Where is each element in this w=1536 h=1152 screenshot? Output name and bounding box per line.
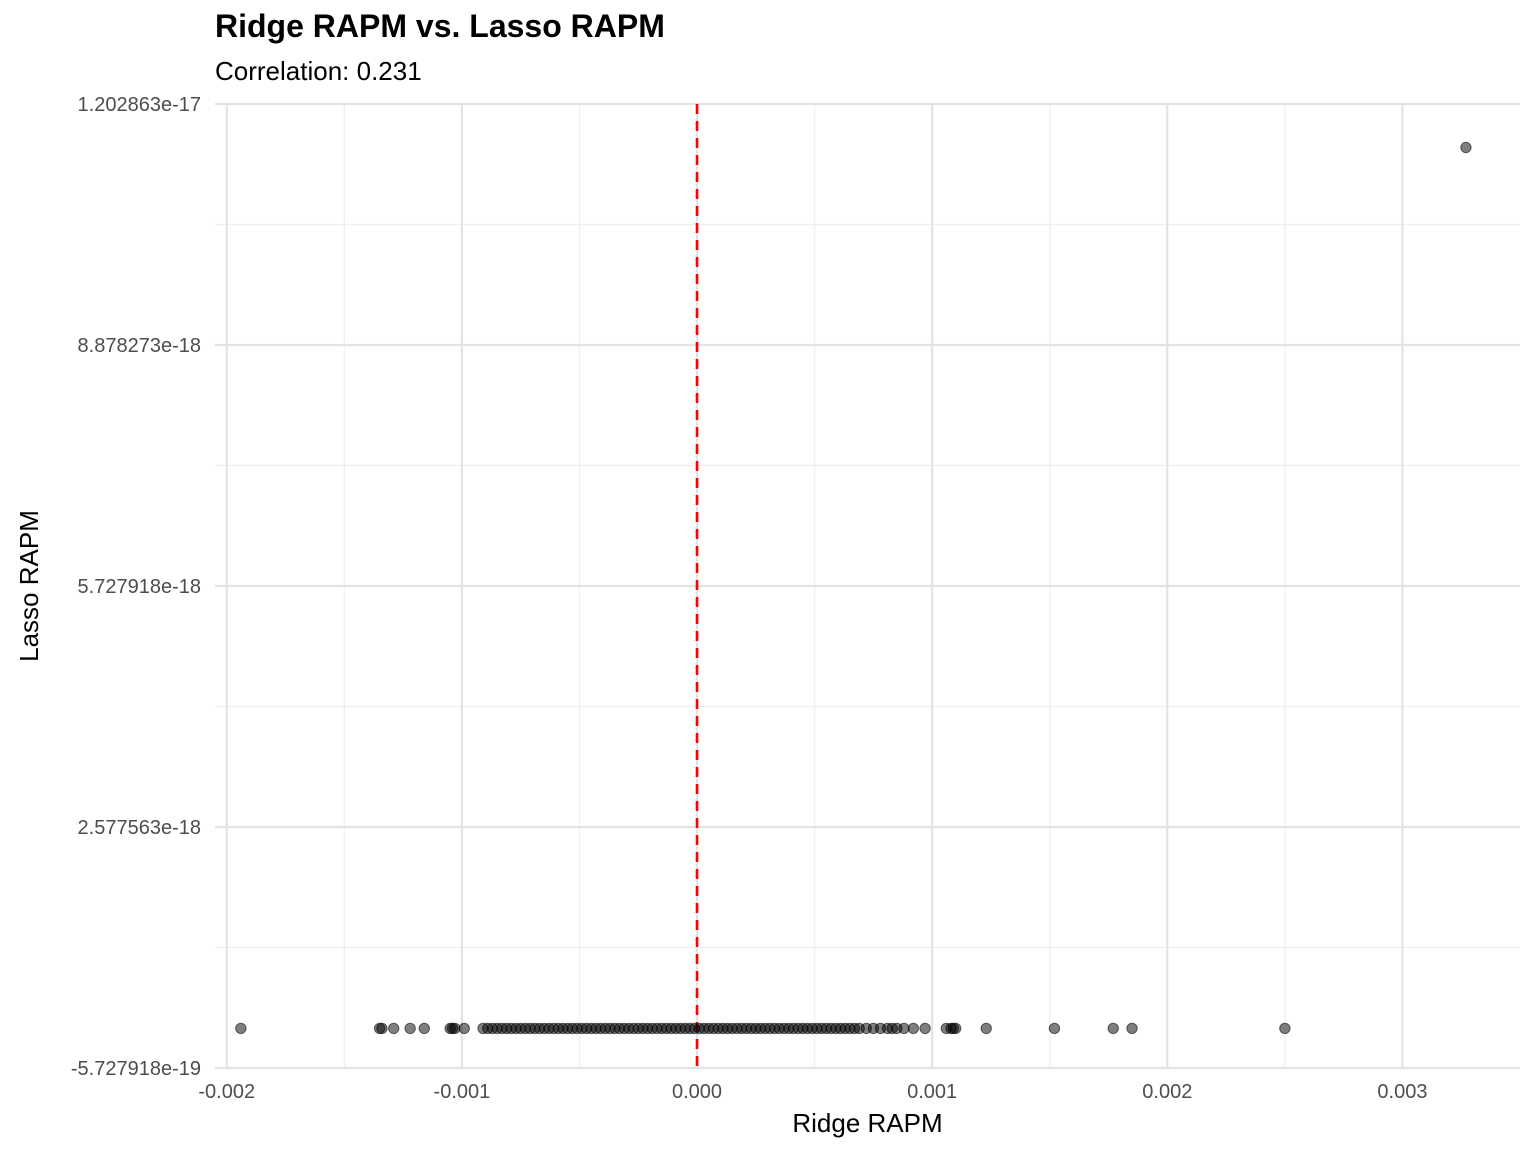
chart-title: Ridge RAPM vs. Lasso RAPM [215,8,665,44]
data-point [949,1022,962,1035]
x-tick-label: 0.003 [1377,1081,1427,1103]
data-point [376,1022,388,1035]
x-tick-label: 0.002 [1142,1081,1192,1103]
tick-labels: -0.002 -0.001 0.000 0.001 0.002 0.003 -5.72791… [71,94,1428,1103]
x-tick-label: 0.001 [907,1081,957,1103]
data-point [1048,1022,1061,1035]
data-point [980,1022,992,1035]
data-point [388,1022,400,1035]
y-tick-label: 2.577563e-18 [78,817,201,839]
chart-subtitle: Correlation: 0.231 [215,56,422,86]
y-tick-label: 8.878273e-18 [78,335,201,357]
grid-lines [215,102,1520,1070]
y-tick-label: -5.727918e-19 [71,1058,201,1080]
x-tick-label: -0.002 [198,1081,255,1103]
data-point [458,1022,470,1035]
data-point [1460,141,1472,154]
data-point [898,1022,910,1035]
y-axis-title: Lasso RAPM [14,510,44,662]
data-point [1126,1022,1138,1035]
data-point [919,1022,931,1035]
data-point [1107,1022,1119,1035]
data-point [907,1022,920,1035]
data-point [404,1022,416,1035]
y-tick-label: 5.727918e-18 [78,576,201,598]
x-axis-title: Ridge RAPM [792,1108,942,1138]
x-tick-label: 0.000 [672,1081,722,1103]
data-point [449,1022,461,1035]
y-tick-label: 1.202863e-17 [78,94,201,116]
data-point [235,1022,247,1035]
data-points [235,141,1472,1035]
data-point [418,1022,430,1035]
x-tick-label: -0.001 [434,1081,491,1103]
data-point [1279,1022,1291,1035]
